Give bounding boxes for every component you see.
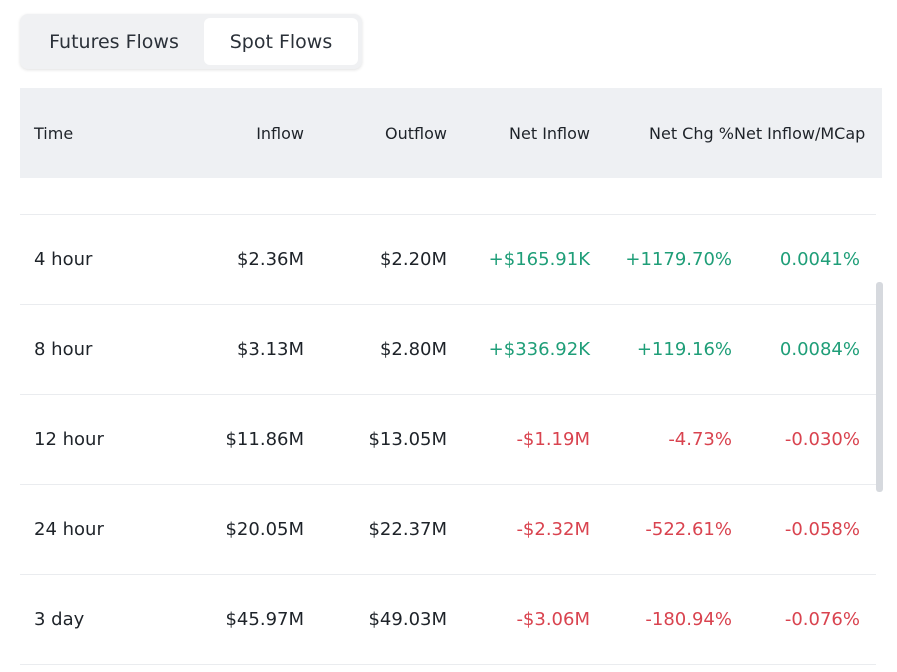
table-header: Time Inflow Outflow Net Inflow Net Chg %…	[20, 88, 882, 178]
table-row: 24 hour $20.05M $22.37M -$2.32M -522.61% -0.0…	[20, 485, 876, 575]
table-row: 3 day $45.97M $49.03M -$3.06M -180.94% -0.076…	[20, 575, 876, 665]
cell-mcap: -0.076%	[784, 609, 860, 630]
cell-outflow: $49.03M	[368, 609, 447, 630]
col-net-inflow: Net Inflow	[509, 123, 590, 143]
table-row: 4 hour $2.36M $2.20M +$165.91K +1179.70% 0.00…	[20, 215, 876, 305]
clipped-row	[20, 178, 876, 215]
cell-mcap: 0.0084%	[779, 339, 860, 360]
cell-net-chg: -4.73%	[668, 429, 732, 450]
cell-net-chg: +119.16%	[636, 339, 732, 360]
cell-net-inflow: -$3.06M	[516, 609, 590, 630]
cell-inflow: $20.05M	[225, 519, 304, 540]
cell-inflow: $3.13M	[236, 339, 304, 360]
cell-time: 8 hour	[34, 339, 93, 360]
cell-outflow: $13.05M	[368, 429, 447, 450]
table-row: 8 hour $3.13M $2.80M +$336.92K +119.16% 0.008…	[20, 305, 876, 395]
table-row: 12 hour $11.86M $13.05M -$1.19M -4.73% -0.030…	[20, 395, 876, 485]
cell-outflow: $2.20M	[379, 249, 447, 270]
cell-time: 24 hour	[34, 519, 104, 540]
cell-inflow: $45.97M	[225, 609, 304, 630]
col-inflow: Inflow	[256, 123, 304, 143]
col-net-chg: Net Chg %	[649, 123, 734, 143]
tab-futures-flows[interactable]: Futures Flows	[49, 30, 179, 53]
cell-inflow: $2.36M	[236, 249, 304, 270]
cell-mcap: -0.058%	[784, 519, 860, 540]
cell-mcap: -0.030%	[784, 429, 860, 450]
cell-mcap: 0.0041%	[779, 249, 860, 270]
cell-inflow: $11.86M	[225, 429, 304, 450]
table-body: 4 hour $2.36M $2.20M +$165.91K +1179.70% 0.00…	[20, 178, 876, 665]
col-net-inflow-mcap: Net Inflow/MCap	[734, 123, 866, 143]
cell-net-inflow: -$2.32M	[516, 519, 590, 540]
cell-net-chg: -522.61%	[645, 519, 732, 540]
cell-net-chg: +1179.70%	[625, 249, 732, 270]
cell-net-inflow: +$336.92K	[488, 339, 590, 360]
cell-time: 12 hour	[34, 429, 104, 450]
col-time: Time	[34, 123, 74, 143]
cell-net-inflow: +$165.91K	[488, 249, 590, 270]
cell-time: 4 hour	[34, 249, 93, 270]
cell-outflow: $2.80M	[379, 339, 447, 360]
col-outflow: Outflow	[385, 123, 447, 143]
scrollbar[interactable]	[876, 282, 883, 492]
cell-outflow: $22.37M	[368, 519, 447, 540]
cell-net-chg: -180.94%	[645, 609, 732, 630]
cell-net-inflow: -$1.19M	[516, 429, 590, 450]
flow-type-tabs: Futures Flows Spot Flows	[20, 14, 362, 69]
cell-time: 3 day	[34, 609, 85, 630]
tab-spot-flows[interactable]: Spot Flows	[204, 18, 358, 65]
